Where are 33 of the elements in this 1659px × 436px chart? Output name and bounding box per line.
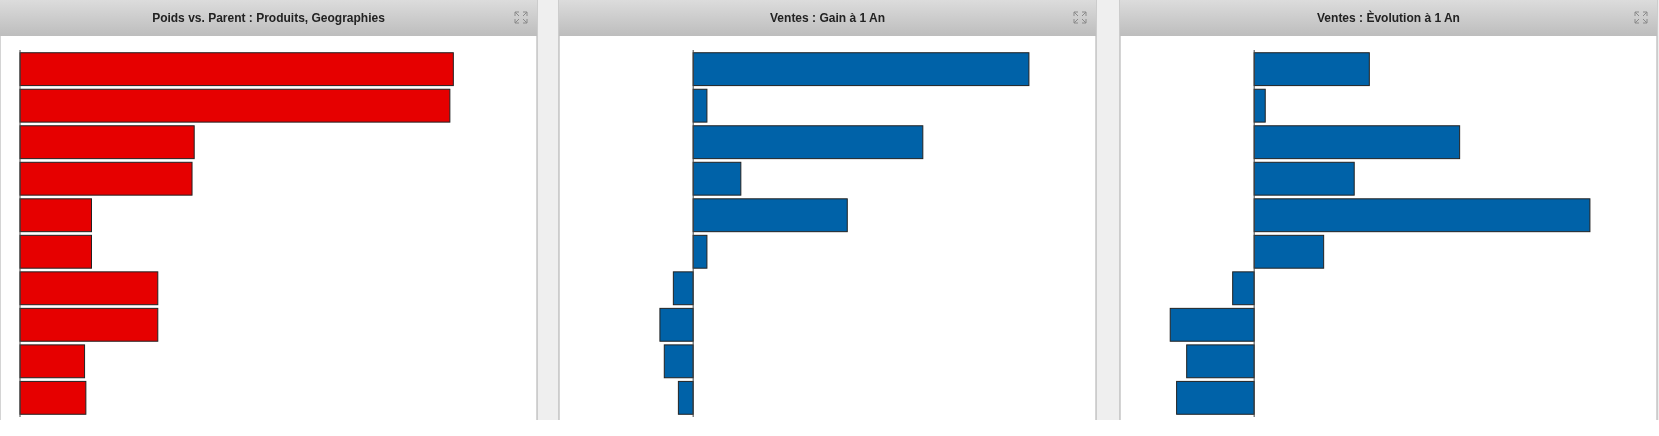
bar [19,52,454,87]
bar [677,380,694,415]
chart-title: Ventes : Èvolution à 1 An [1317,10,1460,25]
bar [1186,344,1255,379]
chart-title: Ventes : Gain à 1 An [770,11,885,25]
bar [1169,307,1255,342]
bar [659,307,694,342]
bar [1253,88,1266,123]
bar [19,271,159,306]
bar [19,234,92,269]
bar [19,344,86,379]
bar [1253,161,1355,196]
bar [19,380,87,415]
bar [692,234,708,269]
bar [1253,234,1325,269]
bar [692,198,848,233]
bar [1253,52,1370,87]
bar [692,125,924,160]
chart-title: Poids vs. Parent : Produits, Geographies [152,11,386,25]
bar [1176,380,1255,415]
bar [692,52,1030,87]
bar [19,88,451,123]
bar [19,307,159,342]
bar [19,161,193,196]
bar [672,271,694,306]
bar [1253,198,1591,233]
bar [663,344,694,379]
bar [692,88,708,123]
bar [19,125,195,160]
bar [19,198,92,233]
bar [1253,125,1461,160]
bar [692,161,742,196]
bar [1232,271,1255,306]
